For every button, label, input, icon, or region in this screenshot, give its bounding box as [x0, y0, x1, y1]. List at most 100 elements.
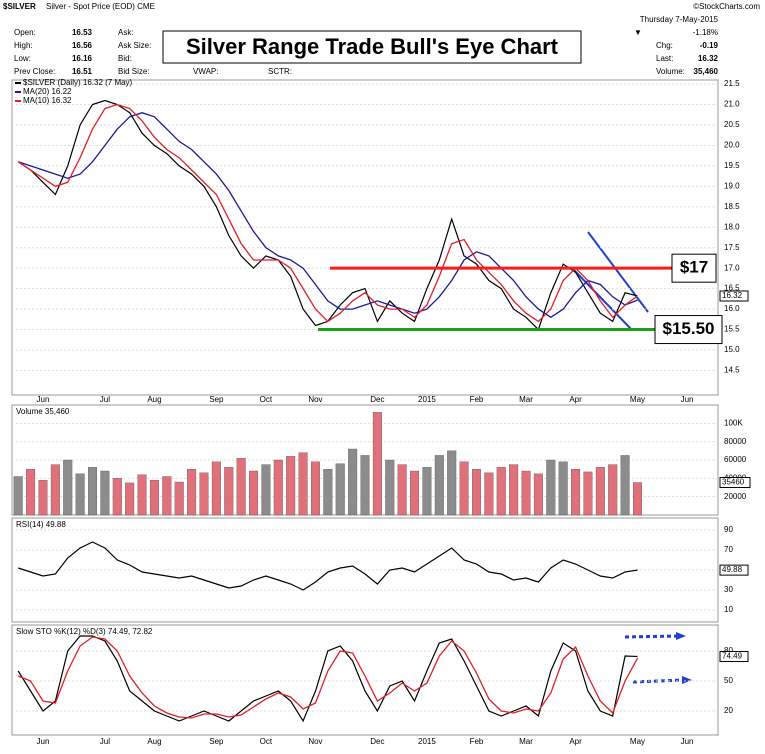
x-tick-label: Aug: [147, 737, 161, 746]
bar: [583, 471, 593, 516]
field-label: Low:: [14, 54, 31, 63]
bar: [509, 464, 519, 516]
last-tag-box: [719, 290, 749, 302]
series-line: [18, 541, 638, 591]
bar: [385, 459, 395, 516]
field-value: 16.56: [72, 41, 93, 50]
x-tick-label: May: [630, 395, 645, 404]
y-tick-label: 20: [724, 706, 733, 715]
down-arrow: ▼: [634, 28, 642, 37]
y-tick-label: 14.5: [724, 366, 740, 375]
bar: [162, 476, 172, 516]
y-tick-label: 20000: [724, 492, 747, 501]
y-tick-label: 16.5: [724, 284, 740, 293]
y-tick-label: 18.0: [724, 222, 740, 231]
symbol: $SILVER: [3, 2, 36, 11]
bar: [348, 448, 358, 516]
bar: [261, 464, 271, 516]
bar: [410, 470, 420, 516]
bar: [137, 474, 147, 516]
field-value: 16.32: [698, 54, 719, 63]
bar: [608, 464, 618, 516]
y-tick-label: 21.5: [724, 79, 740, 88]
bar: [149, 480, 159, 516]
y-tick-label: 50: [724, 676, 733, 685]
bar: [125, 482, 135, 516]
legend-label: MA(20) 16.22: [23, 87, 72, 96]
description: Silver - Spot Price (EOD) CME: [46, 2, 155, 11]
x-tick-label: Jul: [100, 395, 110, 404]
last-tag: 74.49: [722, 652, 743, 661]
series-line: [17, 635, 638, 723]
bar: [323, 469, 333, 516]
y-tick-label: 17.0: [724, 263, 740, 272]
series-line: [17, 636, 639, 719]
bar: [13, 476, 23, 516]
bar: [249, 470, 259, 516]
field-label: Volume:: [656, 67, 685, 76]
x-tick-label: Dec: [370, 737, 384, 746]
series-line: [17, 103, 638, 323]
channel-line: [587, 231, 649, 313]
y-tick-label: 80000: [724, 437, 747, 446]
bar: [187, 469, 197, 516]
source: ©StockCharts.com: [693, 2, 760, 11]
quote-label: Ask Size:: [118, 41, 151, 50]
bar: [286, 456, 296, 516]
bar: [273, 459, 283, 516]
field-label: Prev Close:: [14, 67, 55, 76]
field-label: Last:: [656, 54, 673, 63]
y-tick-label: 70: [724, 545, 733, 554]
y-tick-label: 10: [724, 605, 733, 614]
legend-label: $SILVER (Daily) 16.32 (7 May): [23, 78, 133, 87]
panel-title: Volume 35,460: [16, 407, 70, 416]
date: Thursday 7-May-2015: [640, 15, 719, 24]
x-tick-label: Apr: [569, 737, 582, 746]
bar: [633, 482, 642, 516]
x-tick-label: Feb: [470, 395, 484, 404]
bar: [521, 470, 531, 516]
y-tick-label: 21.0: [724, 100, 740, 109]
x-tick-label: Feb: [470, 737, 484, 746]
field-value: -0.19: [700, 41, 719, 50]
x-tick-label: 2015: [418, 737, 436, 746]
x-tick-label: Sep: [209, 737, 224, 746]
panel-title: RSI(14) 49.88: [16, 520, 66, 529]
extra-label: SCTR:: [268, 67, 292, 76]
x-tick-label: Mar: [519, 737, 533, 746]
x-tick-label: Nov: [308, 395, 322, 404]
quote-label: Bid:: [118, 54, 132, 63]
y-tick-label: 60000: [724, 455, 747, 464]
x-tick-label: Dec: [370, 395, 384, 404]
title-box: [162, 30, 582, 64]
last-tag-box: [719, 476, 751, 488]
bar: [571, 469, 581, 516]
bar: [360, 455, 370, 516]
bar: [112, 478, 122, 516]
field-value: 16.53: [72, 28, 93, 37]
y-tick-label: 20.0: [724, 141, 740, 150]
series-line: [17, 112, 638, 319]
x-tick-label: Jun: [37, 737, 50, 746]
field-label: High:: [14, 41, 33, 50]
y-tick-label: 15.0: [724, 345, 740, 354]
last-tag-box: [719, 651, 749, 663]
bar: [447, 450, 457, 516]
x-tick-label: May: [630, 737, 645, 746]
change-pct: -1.18%: [693, 28, 718, 37]
y-tick-label: 19.5: [724, 161, 740, 170]
bar: [484, 472, 494, 516]
last-tag: 49.88: [722, 565, 743, 574]
field-value: 16.51: [72, 67, 93, 76]
bar: [335, 463, 345, 516]
bar: [546, 459, 556, 516]
level-label: $15.50: [663, 319, 715, 338]
bar: [224, 467, 234, 516]
extra-label: VWAP:: [193, 67, 218, 76]
quote-label: Bid Size:: [118, 67, 150, 76]
x-tick-label: Apr: [569, 395, 582, 404]
x-tick-label: Jun: [681, 737, 694, 746]
y-tick-label: 16.0: [724, 304, 740, 313]
bar: [533, 473, 543, 516]
legend-label: MA(10) 16.32: [23, 96, 72, 105]
